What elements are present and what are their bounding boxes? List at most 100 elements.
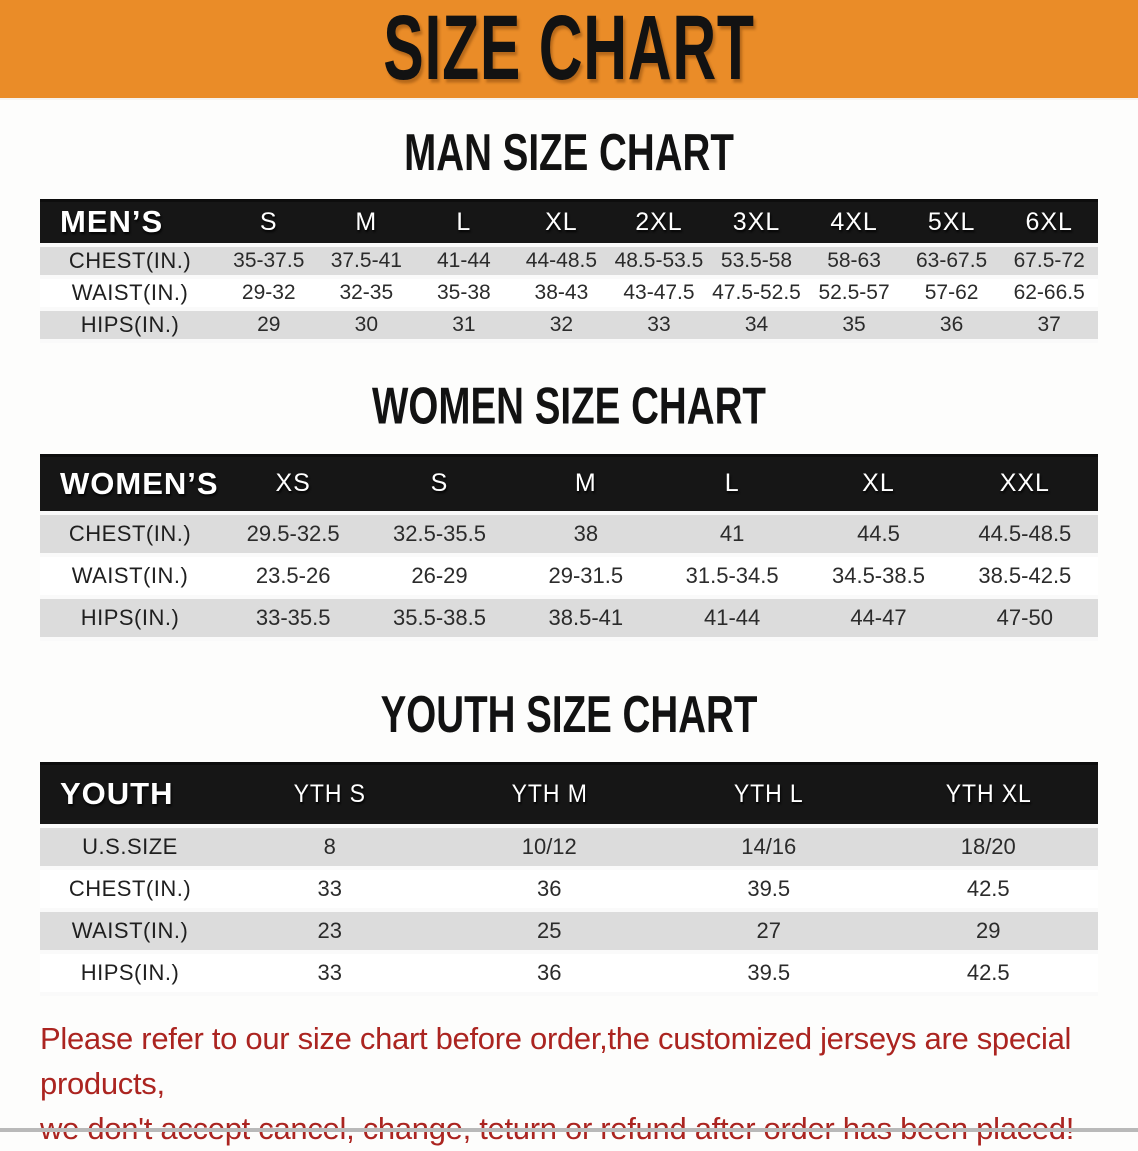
table-title-cell: YOUTH: [60, 776, 174, 812]
size-column-header: YTH M: [511, 779, 588, 808]
size-value-cell: 43-47.5: [623, 280, 695, 304]
size-value-cell: 38.5-41: [548, 605, 624, 630]
size-value-cell: 14/16: [741, 833, 797, 859]
size-value-cell: 57-62: [924, 280, 979, 304]
size-value-cell: 52.5-57: [818, 280, 890, 304]
row-label: HIPS(IN.): [80, 959, 180, 985]
women-size-table: WOMEN’S XS S M L XL XXL CHEST(IN.) 29.5-32.5 32.5…: [40, 454, 1098, 642]
size-value-cell: 26-29: [411, 563, 468, 588]
section-youth: YOUTH SIZE CHART YOUTH YTH S YTH M YTH L YTH…: [0, 641, 1138, 996]
size-value-cell: 35.5-38.5: [393, 605, 486, 630]
size-value-cell: 41-44: [437, 248, 491, 272]
row-label: CHEST(IN.): [68, 247, 192, 273]
size-column-header: XS: [275, 469, 311, 498]
size-value-cell: 47-50: [996, 605, 1053, 630]
size-value-cell: 36: [537, 875, 562, 901]
size-column-header: M: [355, 207, 378, 236]
size-value-cell: 38: [573, 521, 599, 546]
table-row: HIPS(IN.) 33 36 39.5 42.5: [40, 951, 1098, 994]
youth-section-title: YOUTH SIZE CHART: [380, 684, 758, 743]
table-row: CHEST(IN.) 35-37.5 37.5-41 41-44 44-48.5 48.5…: [40, 244, 1098, 277]
size-value-cell: 35-38: [437, 280, 491, 304]
table-row: CHEST(IN.) 33 36 39.5 42.5: [40, 867, 1098, 910]
size-column-header: 2XL: [635, 207, 683, 236]
table-header-row: WOMEN’S XS S M L XL XXL: [40, 455, 1098, 513]
size-value-cell: 35-37.5: [233, 248, 305, 272]
size-value-cell: 32-35: [339, 280, 394, 304]
size-value-cell: 8: [323, 833, 336, 859]
size-value-cell: 30: [354, 312, 378, 336]
size-value-cell: 41: [719, 521, 745, 546]
size-column-header: S: [430, 469, 449, 498]
women-section-title: WOMEN SIZE CHART: [372, 375, 766, 434]
size-column-header: S: [259, 207, 278, 236]
table-header-row: MEN’S S M L XL 2XL 3XL 4XL 5XL 6XL: [40, 200, 1098, 245]
table-header-row: YOUTH YTH S YTH M YTH L YTH XL: [40, 763, 1098, 826]
size-value-cell: 38.5-42.5: [978, 563, 1072, 588]
section-women: WOMEN SIZE CHART WOMEN’S XS S M L XL XXL CHEST(…: [0, 343, 1138, 642]
size-value-cell: 29-31.5: [548, 563, 624, 588]
size-value-cell: 34: [744, 312, 769, 336]
row-label: CHEST(IN.): [68, 521, 192, 546]
size-value-cell: 27: [756, 917, 781, 943]
row-label: WAIST(IN.): [71, 279, 189, 305]
size-value-cell: 32.5-35.5: [393, 521, 486, 546]
size-column-header: XL: [862, 469, 895, 498]
size-value-cell: 29: [976, 917, 1001, 943]
row-label: HIPS(IN.): [80, 605, 180, 630]
size-value-cell: 63-67.5: [915, 248, 988, 272]
size-column-header: YTH XL: [945, 779, 1032, 808]
size-column-header: XL: [545, 207, 578, 236]
size-value-cell: 44.5: [857, 521, 900, 546]
size-value-cell: 38-43: [534, 280, 589, 304]
size-value-cell: 31.5-34.5: [685, 563, 779, 588]
image-bottom-edge: [0, 1128, 1138, 1132]
size-column-header: 4XL: [830, 207, 878, 236]
size-value-cell: 39.5: [747, 959, 791, 985]
banner: SIZE CHART: [0, 0, 1138, 100]
size-value-cell: 36: [939, 312, 964, 336]
men-size-table: MEN’S S M L XL 2XL 3XL 4XL 5XL 6XL CHEST(IN.) 35-37…: [40, 199, 1098, 343]
size-value-cell: 33-35.5: [255, 605, 331, 630]
size-column-header: YTH L: [733, 779, 804, 808]
men-section-title: MAN SIZE CHART: [404, 122, 734, 181]
size-value-cell: 35: [842, 312, 866, 336]
youth-size-table: YOUTH YTH S YTH M YTH L YTH XL U.S.SIZE 8 10/12…: [40, 762, 1098, 996]
table-row: WAIST(IN.) 23.5-26 26-29 29-31.5 31.5-34.5 34…: [40, 555, 1098, 597]
table-row: WAIST(IN.) 29-32 32-35 35-38 38-43 43-47.5 47.…: [40, 276, 1098, 309]
size-value-cell: 67.5-72: [1013, 248, 1085, 272]
size-value-cell: 36: [537, 959, 562, 985]
row-label: U.S.SIZE: [82, 833, 178, 859]
size-value-cell: 47.5-52.5: [712, 280, 801, 304]
row-label: HIPS(IN.): [80, 311, 180, 337]
size-value-cell: 42.5: [966, 875, 1010, 901]
size-value-cell: 29-32: [241, 280, 296, 304]
size-column-header: XXL: [999, 469, 1050, 498]
size-value-cell: 42.5: [966, 959, 1010, 985]
size-value-cell: 44.5-48.5: [978, 521, 1072, 546]
size-column-header: YTH S: [293, 779, 366, 808]
size-value-cell: 23.5-26: [255, 563, 331, 588]
size-value-cell: 37.5-41: [330, 248, 402, 272]
size-value-cell: 33: [647, 312, 671, 336]
table-row: HIPS(IN.) 29 30 31 32 33 34 35 36 37: [40, 308, 1098, 341]
table-row: WAIST(IN.) 23 25 27 29: [40, 909, 1098, 952]
notice-line-1: Please refer to our size chart before or…: [40, 1020, 1072, 1101]
size-column-header: 5XL: [927, 207, 976, 236]
size-value-cell: 23: [317, 917, 342, 943]
size-value-cell: 62-66.5: [1013, 280, 1085, 304]
size-value-cell: 44-47: [850, 605, 907, 630]
size-column-header: L: [456, 207, 472, 236]
size-value-cell: 48.5-53.5: [614, 248, 704, 272]
size-value-cell: 33: [317, 875, 342, 901]
size-value-cell: 25: [537, 917, 562, 943]
size-value-cell: 29.5-32.5: [246, 521, 340, 546]
size-value-cell: 31: [452, 312, 476, 336]
size-column-header: 3XL: [732, 207, 781, 236]
table-row: HIPS(IN.) 33-35.5 35.5-38.5 38.5-41 41-44 44-…: [40, 597, 1098, 639]
size-value-cell: 18/20: [960, 833, 1016, 859]
size-value-cell: 37: [1037, 312, 1061, 336]
size-value-cell: 53.5-58: [720, 248, 793, 272]
section-men: MAN SIZE CHART MEN’S S M L XL 2XL 3XL 4XL 5XL 6XL…: [0, 100, 1138, 343]
